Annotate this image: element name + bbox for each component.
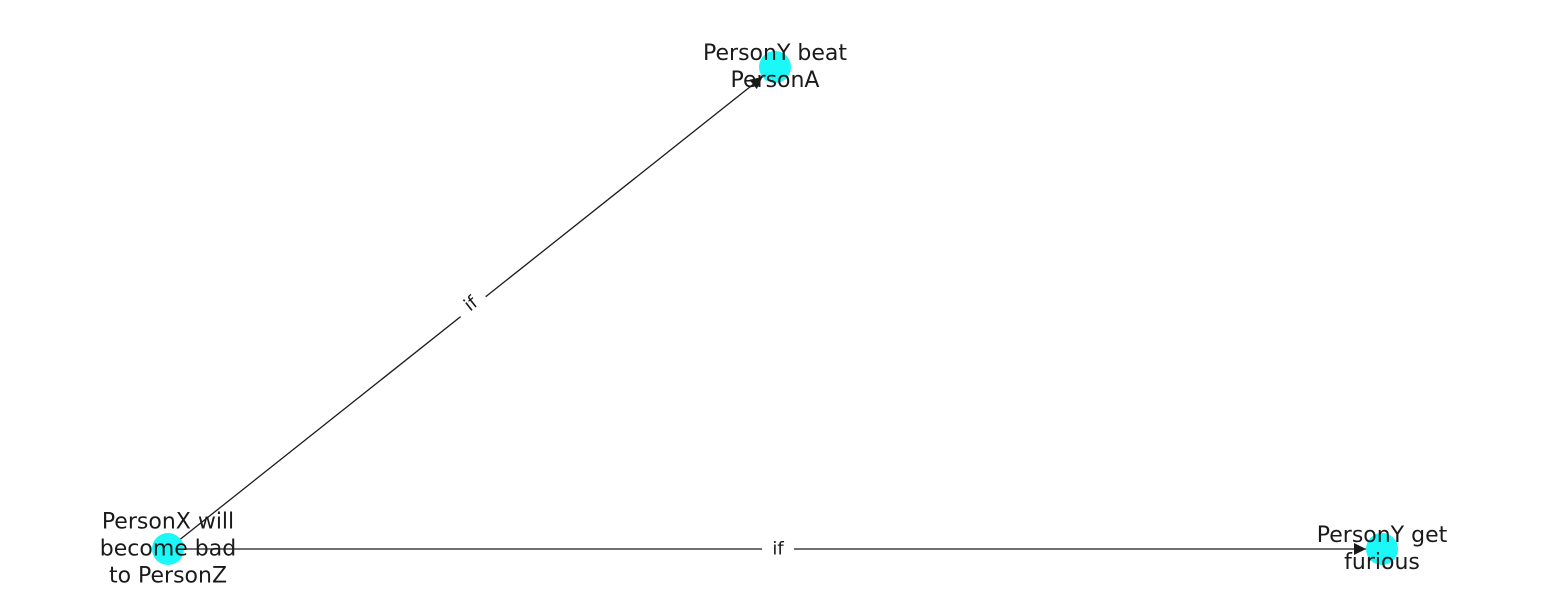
node-label-line: become bad: [100, 537, 236, 562]
node-label: PersonY beat PersonA: [703, 41, 847, 93]
node-label-line: to PersonZ: [109, 564, 227, 589]
node-label-line: PersonY beat: [703, 41, 847, 66]
edge-label-group: if: [450, 283, 492, 325]
node-label-line: PersonX will: [102, 510, 234, 535]
node-label: PersonX will become bad to PersonZ: [100, 510, 236, 589]
edge-label-group: if: [762, 536, 794, 562]
edges-layer: [167, 76, 1366, 555]
node-label-line: furious: [1344, 550, 1420, 575]
node-label-line: PersonA: [731, 68, 820, 93]
edge-label-background: [450, 283, 492, 325]
node-n_a: [759, 51, 791, 83]
node-n_x: [152, 533, 184, 565]
node-label: PersonY get furious: [1317, 523, 1448, 575]
edge-label: if: [772, 539, 784, 560]
node-label-line: PersonY get: [1317, 523, 1448, 548]
node-n_f: [1366, 533, 1398, 565]
nodes-layer: [152, 51, 1398, 565]
edge-label-background: [762, 536, 794, 562]
